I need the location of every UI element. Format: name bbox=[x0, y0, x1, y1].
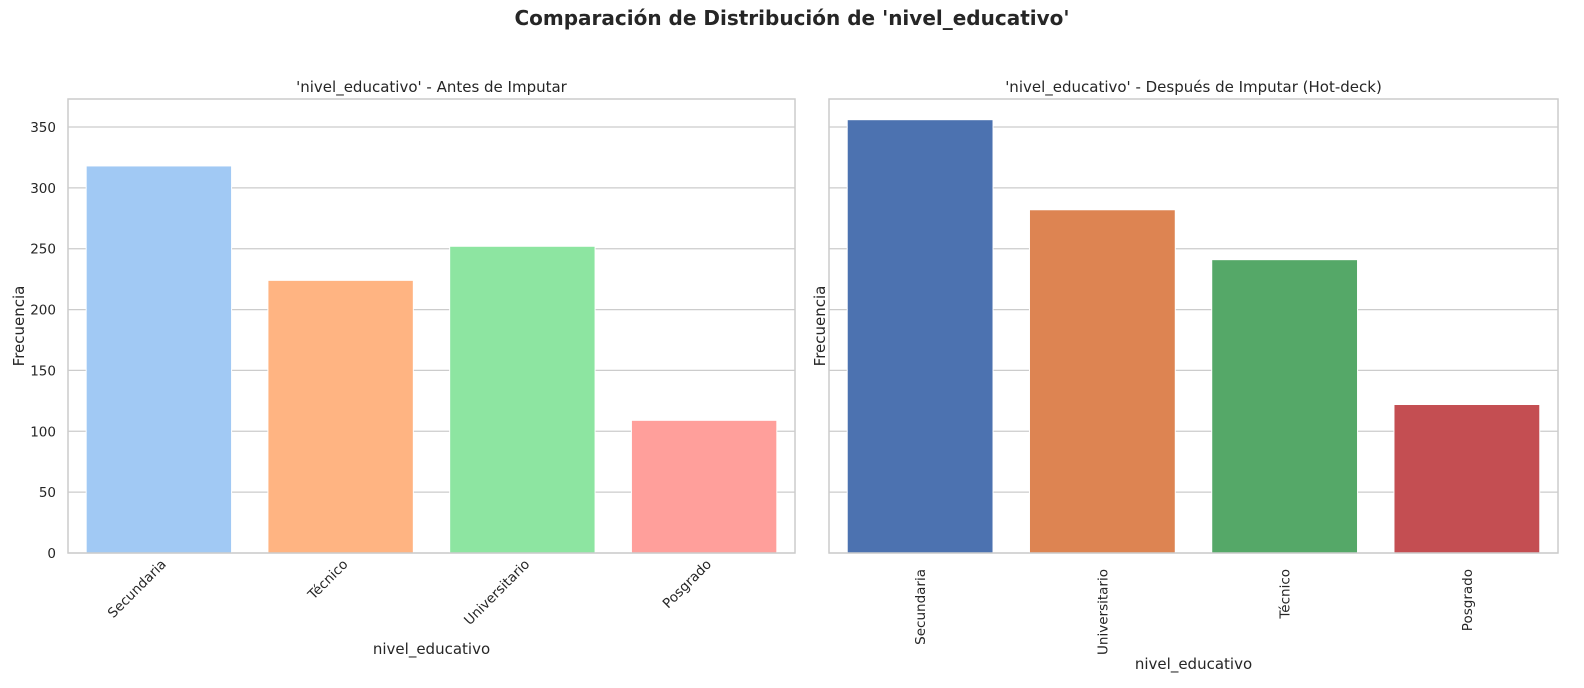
axes-frame bbox=[67, 98, 796, 554]
x-tick-label: Universitario bbox=[461, 557, 533, 629]
y-axis-label: Frecuencia bbox=[10, 286, 28, 367]
x-tick-label: Técnico bbox=[1278, 569, 1294, 620]
bar-universitario bbox=[449, 245, 596, 554]
figure-title: Comparación de Distribución de 'nivel_ed… bbox=[514, 6, 1069, 30]
bar-secundaria bbox=[846, 119, 994, 554]
x-tick-label: Posgrado bbox=[1460, 569, 1476, 631]
x-axis-label: nivel_educativo bbox=[1135, 655, 1252, 674]
x-tick-label: Posgrado bbox=[660, 557, 715, 612]
x-tick-label: Secundaria bbox=[913, 569, 929, 645]
y-tick-label: 0 bbox=[47, 546, 56, 562]
x-axis-label: nivel_educativo bbox=[373, 640, 490, 659]
chart-title: 'nivel_educativo' - Antes de Imputar bbox=[296, 78, 568, 97]
y-tick-label: 200 bbox=[30, 303, 56, 319]
y-tick-label: 300 bbox=[30, 181, 56, 197]
x-tick-label: Técnico bbox=[304, 557, 351, 604]
y-tick-label: 250 bbox=[30, 242, 56, 258]
bar-t-cnico bbox=[1211, 259, 1359, 554]
chart-title: 'nivel_educativo' - Después de Imputar (… bbox=[1005, 78, 1382, 97]
y-tick-label: 50 bbox=[39, 485, 56, 501]
x-tick-label: Secundaria bbox=[105, 557, 170, 622]
bar-universitario bbox=[1028, 209, 1176, 554]
y-tick-label: 350 bbox=[30, 120, 56, 136]
chart-panel-2: Secundaria Universitario Técnico Posgrado 'n… bbox=[811, 78, 1559, 674]
chart-panel-1: 0 50 100 150 200 250 300 350 Secundaria Técnico Un… bbox=[10, 78, 796, 659]
y-tick-label: 100 bbox=[30, 424, 56, 440]
bar-posgrado bbox=[630, 419, 778, 554]
y-tick-label: 150 bbox=[30, 363, 56, 379]
bar-t-cnico bbox=[267, 279, 414, 554]
chart-panels: 0 50 100 150 200 250 300 350 Secundaria Técnico Un… bbox=[10, 78, 1559, 674]
x-tick-label: Universitario bbox=[1095, 569, 1111, 655]
bar-posgrado bbox=[1393, 404, 1541, 554]
axes-frame bbox=[828, 98, 1559, 554]
bar-secundaria bbox=[85, 165, 233, 554]
y-axis-label: Frecuencia bbox=[811, 286, 829, 367]
